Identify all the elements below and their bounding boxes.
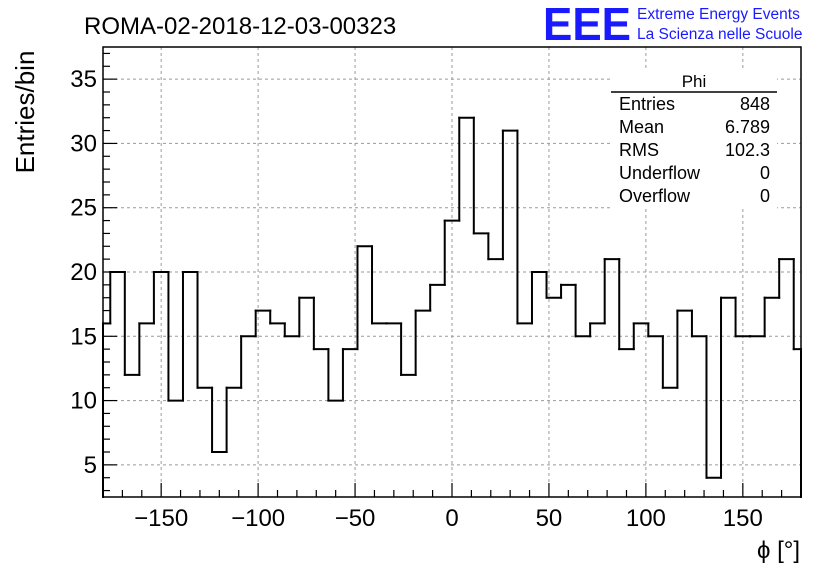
histogram-bin xyxy=(254,309,272,338)
stats-row-label: Entries xyxy=(619,94,675,114)
histogram-bin xyxy=(269,309,286,325)
histogram-bin xyxy=(225,386,243,453)
stats-row-label: Overflow xyxy=(619,186,691,206)
histogram-bin xyxy=(472,116,490,235)
x-tick-label: 150 xyxy=(723,505,763,532)
histogram-bin xyxy=(211,386,228,453)
stats-row-label: RMS xyxy=(619,140,659,160)
histogram-bin xyxy=(516,129,533,325)
histogram-bin xyxy=(560,283,577,299)
stats-row-value: 6.789 xyxy=(725,117,770,137)
stats-box-background xyxy=(611,71,777,209)
histogram-bin xyxy=(487,232,504,261)
y-tick-label: 5 xyxy=(84,452,97,479)
x-tick-label: 50 xyxy=(536,505,563,532)
tick-labels: −150 −100 −50 0 50 100 150 5 10 15 20 25 30 35 xyxy=(70,66,763,532)
histogram-bin xyxy=(792,258,802,498)
histogram-bin xyxy=(327,348,344,402)
eee-logo-mark: EEE xyxy=(543,0,631,50)
stats-box: Phi Entries 848 Mean 6.789 RMS 102.3 Underflow… xyxy=(611,71,777,209)
chart-title: ROMA-02-2018-12-03-00323 xyxy=(84,13,396,40)
histogram-bin xyxy=(181,271,199,402)
histogram-bin xyxy=(589,322,606,338)
histogram-bin xyxy=(618,258,635,351)
stats-row-label: Underflow xyxy=(619,163,701,183)
histogram-bin xyxy=(647,322,664,338)
x-tick-label: −50 xyxy=(335,505,376,532)
eee-logo-line2: La Scienza nelle Scuole xyxy=(637,26,802,43)
histogram-bin xyxy=(501,129,519,261)
histogram-bin xyxy=(458,116,475,222)
eee-logo-line1: Extreme Energy Events xyxy=(637,6,800,23)
histogram-bin xyxy=(763,296,781,338)
histogram-bin xyxy=(240,335,257,389)
histogram-bin xyxy=(298,296,315,338)
stats-row: Underflow 0 xyxy=(619,163,770,183)
stats-row-value: 848 xyxy=(740,94,770,114)
histogram-bin xyxy=(778,258,795,299)
histogram-bin xyxy=(530,271,548,325)
histogram-bin xyxy=(574,283,592,338)
stats-row: Entries 848 xyxy=(619,94,770,114)
histogram-bin xyxy=(705,335,723,479)
histogram-bin xyxy=(603,258,621,325)
stats-box-title: Phi xyxy=(682,72,707,91)
histogram-bin xyxy=(196,271,214,389)
stats-row-value: 0 xyxy=(760,186,770,206)
histogram-bin xyxy=(676,309,693,389)
y-tick-label: 20 xyxy=(70,259,97,286)
stats-row: Mean 6.789 xyxy=(619,117,770,137)
histogram-bin xyxy=(661,335,679,389)
histogram-bin xyxy=(356,245,374,351)
histogram-bin xyxy=(414,309,432,376)
histogram-bin xyxy=(283,322,301,338)
histogram-bin xyxy=(429,283,446,312)
stats-row-value: 102.3 xyxy=(725,140,770,160)
histogram-bin xyxy=(123,271,141,376)
stats-row-label: Mean xyxy=(619,117,664,137)
histogram-bin xyxy=(545,271,563,299)
y-tick-label: 30 xyxy=(70,130,97,157)
histogram-bin xyxy=(138,322,155,376)
histogram-bin xyxy=(152,271,170,325)
stats-row: RMS 102.3 xyxy=(619,140,770,160)
y-tick-label: 10 xyxy=(70,388,97,415)
x-axis-label: ϕ [°] xyxy=(757,537,800,564)
histogram-bin xyxy=(443,219,461,286)
y-tick-label: 15 xyxy=(70,323,97,350)
x-tick-label: 100 xyxy=(626,505,666,532)
eee-logo: EEE Extreme Energy Events La Scienza nel… xyxy=(543,0,802,50)
y-axis-label: Entries/bin xyxy=(10,51,40,174)
x-tick-label: 0 xyxy=(445,505,458,532)
stats-row-value: 0 xyxy=(760,163,770,183)
histogram-bin xyxy=(167,271,184,402)
axes xyxy=(102,46,802,498)
histogram-bin xyxy=(690,309,708,338)
x-tick-label: −150 xyxy=(134,505,188,532)
histogram-bin xyxy=(400,322,417,376)
histogram-bin xyxy=(720,296,737,479)
histogram-bin xyxy=(341,348,359,402)
histogram-bin xyxy=(312,296,330,351)
histogram-bin xyxy=(109,271,126,325)
histogram-bin xyxy=(371,245,388,325)
x-tick-label: −100 xyxy=(231,505,285,532)
y-tick-label: 25 xyxy=(70,195,97,222)
histogram-bin xyxy=(632,322,650,351)
histogram-bin xyxy=(734,296,752,338)
y-tick-label: 35 xyxy=(70,66,97,93)
stats-row: Overflow 0 xyxy=(619,186,770,206)
